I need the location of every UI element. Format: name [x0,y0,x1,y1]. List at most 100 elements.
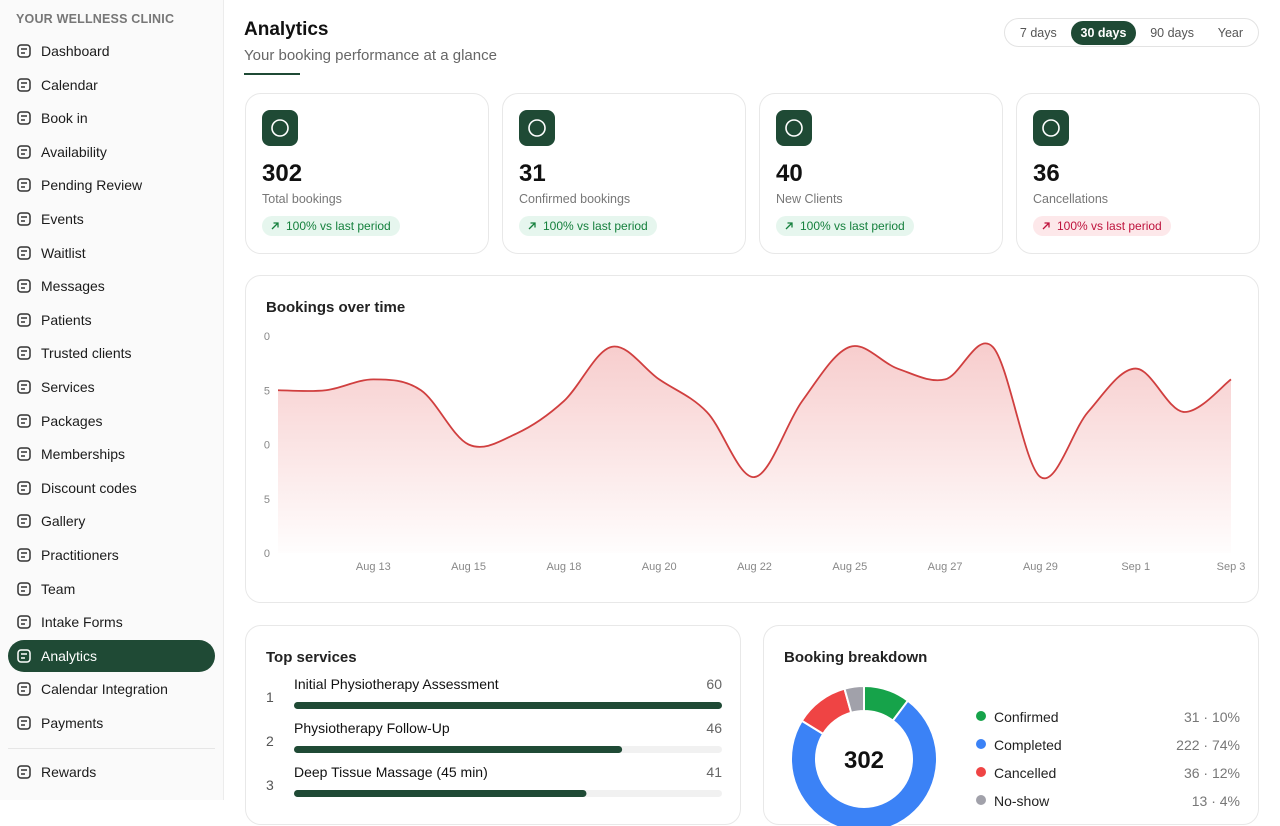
stat-value: 36 [1033,160,1060,187]
nav-label: Intake Forms [41,614,123,631]
bar [294,790,587,797]
y-tick-label: 20 [258,331,270,343]
page-title: Analytics [244,19,329,40]
nav-item[interactable]: Team [8,573,215,605]
nav-item[interactable]: Memberships [8,438,215,470]
nav-item[interactable]: Calendar [8,69,215,101]
arrow-icon [271,222,279,230]
nav-item[interactable]: Payments [8,707,215,739]
stat-value: 302 [262,160,303,187]
icon-shape [17,346,31,361]
bar [294,746,623,753]
nav-icon [17,44,31,58]
change-text: 100% vs last period [543,219,648,233]
nav-icon [17,212,31,226]
nav-label: Practitioners [41,547,119,563]
stat-label: Cancellations [1033,192,1109,206]
nav-item[interactable]: Book in [8,102,215,134]
icon-shape [17,77,31,92]
icon-shape [17,682,31,697]
nav-item[interactable]: Packages [8,405,215,437]
nav-icon [17,413,31,428]
nav-item[interactable]: Discount codes [8,472,215,504]
separator [8,748,215,749]
nav-item[interactable]: Calendar Integration [8,673,215,705]
nav-icon [17,615,31,629]
nav-item[interactable]: Analytics [8,639,215,672]
icon-shape [17,548,31,562]
service-name: Physiotherapy Follow-Up [294,720,450,736]
change-badge: 100% vs last period [262,216,400,236]
x-tick-label: Aug 27 [928,561,963,573]
y-tick-label: 0 [264,548,270,560]
icon-shape [17,514,31,529]
nav-label: Availability [41,143,107,160]
page-subtitle: Your booking performance at a glance [244,47,497,64]
x-tick-label: Aug 20 [642,561,677,573]
nav-icon [17,178,31,193]
nav-label: Memberships [41,446,126,463]
nav-item[interactable]: Messages [8,270,215,302]
x-tick-label: Aug 13 [356,561,391,573]
icon-shape [17,413,31,428]
stat-icon [1033,110,1069,146]
glyph [785,119,803,137]
nav-icon [17,313,31,327]
arrow-icon [528,222,536,230]
card-title: Booking breakdown [784,649,928,666]
sidebar: YOUR WELLNESS CLINIC Dashboard Calendar Bo… [0,0,224,800]
services-card: Top services 1 Initial Physiotherapy Asse… [245,625,741,825]
nav-label: Waitlist [41,244,86,261]
nav-item[interactable]: Patients [8,304,215,336]
nav-label: Trusted clients [41,345,132,362]
range-button[interactable]: 7 days [1019,25,1057,40]
nav-item[interactable]: Services [8,371,215,403]
nav-icon [17,481,31,495]
donut-total: 302 [844,747,884,774]
range-button[interactable]: 90 days [1150,25,1194,40]
nav-item[interactable]: Dashboard [8,35,215,67]
icon-shape [17,380,31,394]
arrow [785,222,793,230]
nav-icon [17,77,31,92]
nav-item[interactable]: Waitlist [8,237,215,269]
breakdown-card: Booking breakdown Confirmed 31 · 10% Compl… [763,625,1259,826]
stat-value: 40 [776,160,803,187]
nav-item[interactable]: Rewards [8,756,215,788]
range-button[interactable]: Year [1217,25,1244,40]
stat-icon [776,110,812,146]
card-title: Top services [266,649,357,666]
legend-dot [976,795,986,805]
nav-icon [17,514,31,529]
line-chart: 0 5 10 15 20 Aug 13 Aug 15 Aug 18 Aug 20 Aug 22 Au… [258,331,1245,573]
nav-icon [17,682,31,697]
nav-label: Pending Review [41,177,143,194]
stat-icon [519,110,555,146]
nav-label: Calendar [41,76,98,93]
range-button[interactable]: 30 days [1070,20,1137,45]
legend-label: Confirmed [994,709,1059,725]
nav-item[interactable]: Pending Review [8,169,215,201]
legend-value: 31 · 10% [1184,709,1240,725]
x-tick-label: Aug 18 [546,561,581,573]
nav-item[interactable]: Trusted clients [8,337,215,369]
stat-icon [262,110,298,146]
x-tick-label: Aug 15 [451,561,486,573]
arrow-icon [785,222,793,230]
nav-item[interactable]: Practitioners [8,539,215,571]
arrow [271,222,279,230]
glyph [1042,119,1060,137]
nav-item[interactable]: Availability [8,136,215,168]
service-name: Initial Physiotherapy Assessment [294,676,499,692]
donut-segment [790,699,938,826]
nav-item[interactable]: Intake Forms [8,606,215,638]
stat-label: Total bookings [262,192,342,206]
legend-dot [976,767,986,777]
breakdown-chart: Confirmed 31 · 10% Completed 222 · 74% Cance… [790,684,1240,826]
nav-item[interactable]: Events [8,203,215,235]
legend-dot [976,739,986,749]
x-tick-label: Aug 29 [1023,561,1058,573]
nav-item[interactable]: Gallery [8,505,215,537]
icon-shape [17,765,31,779]
donut-segment [843,684,865,714]
